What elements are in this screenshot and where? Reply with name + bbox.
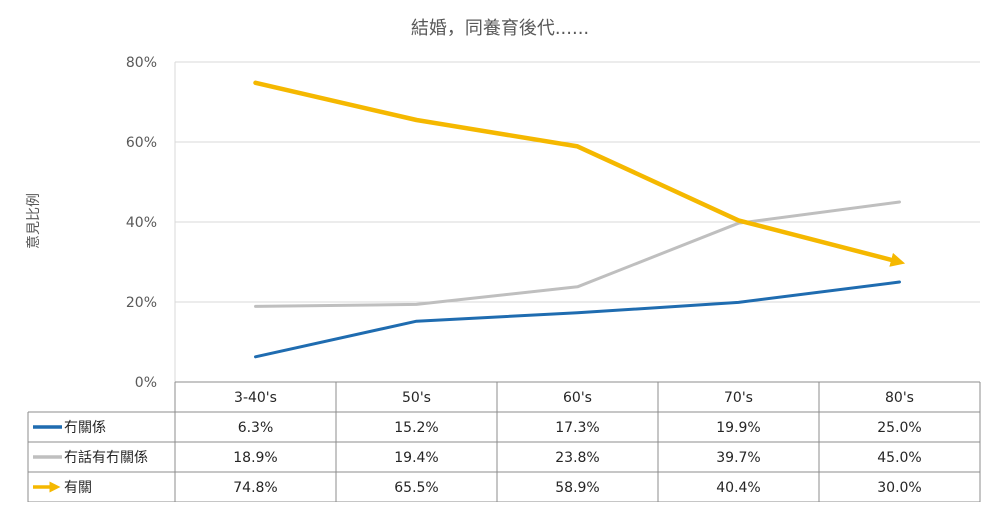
y-tick-label: 80% — [126, 55, 157, 71]
category-label: 3-40's — [234, 390, 277, 406]
table-cell-value: 6.3% — [238, 420, 274, 436]
series-line-2 — [254, 200, 901, 308]
category-label: 50's — [402, 390, 431, 406]
category-label: 70's — [724, 390, 753, 406]
y-tick-label: 20% — [126, 295, 157, 311]
table-cell-value: 18.9% — [233, 450, 277, 466]
table-cell-value: 58.9% — [555, 480, 599, 496]
table-cell-value: 15.2% — [394, 420, 438, 436]
table-cell-value: 39.7% — [716, 450, 760, 466]
table-cell-value: 17.3% — [555, 420, 599, 436]
category-label: 80's — [885, 390, 914, 406]
table-cell-value: 74.8% — [233, 480, 277, 496]
y-tick-label: 40% — [126, 215, 157, 231]
chart-title: 結婚，同養育後代...... — [411, 18, 589, 39]
table-cell-value: 19.9% — [716, 420, 760, 436]
table-cell-value: 40.4% — [716, 480, 760, 496]
table-cell-value: 65.5% — [394, 480, 438, 496]
y-axis-label: 意見比例 — [25, 193, 42, 249]
series-lines — [253, 80, 906, 359]
y-tick-labels: 0% 20% 40% 60% 80% — [126, 55, 157, 391]
table-cell-value: 25.0% — [877, 420, 921, 436]
table-cell-value: 45.0% — [877, 450, 921, 466]
series-name: 冇關係 — [64, 420, 106, 436]
series-line-1 — [254, 280, 901, 359]
table-cell-value: 30.0% — [877, 480, 921, 496]
series-name: 冇話有冇關係 — [64, 449, 148, 466]
series-name: 有關 — [64, 480, 92, 496]
data-table: 3-40's 50's 60's 70's 80's 冇關係 6.3% 15.2% 17.3% 1… — [27, 381, 981, 503]
y-tick-label: 60% — [126, 135, 157, 151]
series-line-3 — [253, 80, 906, 267]
table-cell-value: 19.4% — [394, 450, 438, 466]
table-cell-value: 23.8% — [555, 450, 599, 466]
category-label: 60's — [563, 390, 592, 406]
y-tick-label: 0% — [135, 375, 157, 391]
gridlines — [174, 61, 980, 382]
